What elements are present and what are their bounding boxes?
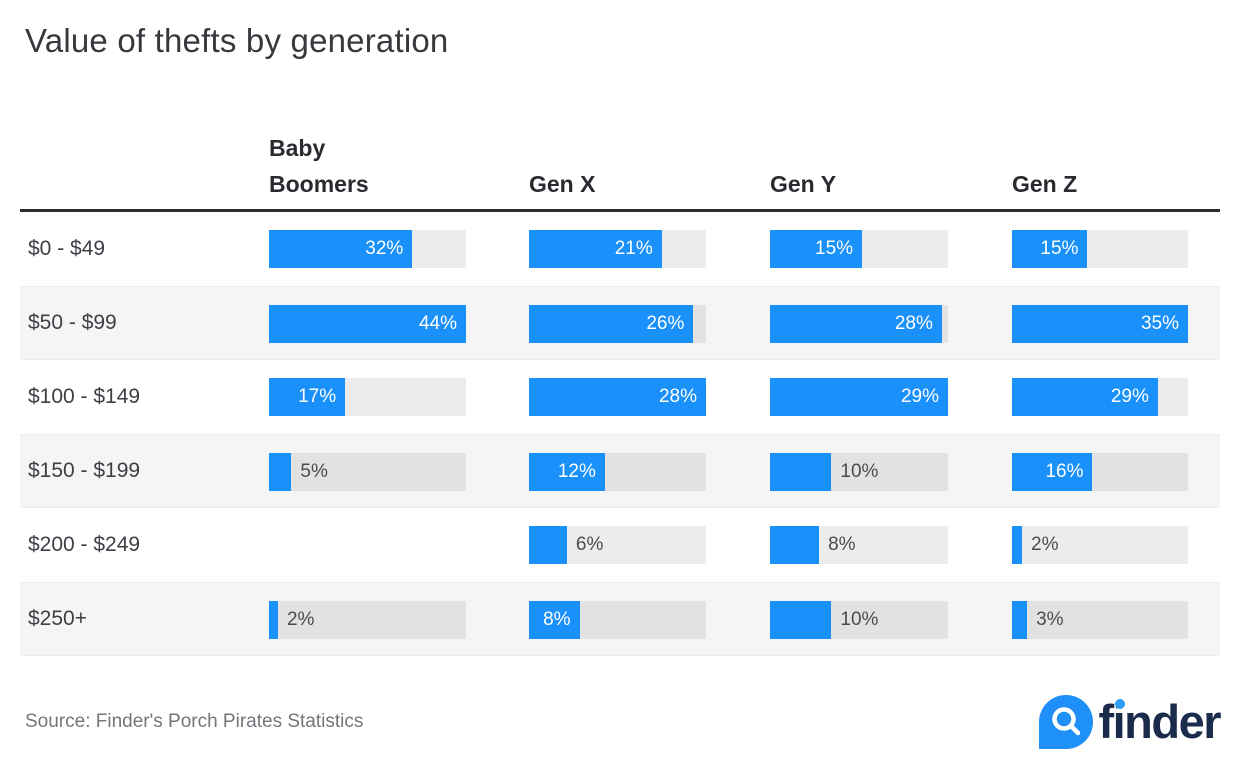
table-row--100-149: $100 - $149 17% 28% 29% 29% — [20, 360, 1220, 434]
column-header-baby-boomers: Baby Boomers — [269, 135, 369, 197]
bar-track: 32% — [269, 230, 466, 268]
bar-track: 8% — [770, 526, 948, 564]
table-row--0-49: $0 - $49 32% 21% 15% 15% — [20, 212, 1220, 286]
bar-fill — [269, 453, 292, 491]
column-header-gen-y: Gen Y — [770, 171, 837, 197]
bar-fill — [1012, 453, 1093, 491]
bar-fill — [1012, 601, 1028, 639]
header-divider — [20, 209, 1220, 212]
bar-track: 16% — [1012, 453, 1188, 491]
bar-track: 10% — [770, 601, 948, 639]
row-label: $50 - $99 — [28, 311, 117, 334]
bar-value-label: 21% — [614, 238, 653, 259]
bar-track: 5% — [269, 453, 466, 491]
bar-value-label: 17% — [298, 386, 337, 407]
bar-track: 12% — [529, 453, 706, 491]
bar-fill — [770, 601, 832, 639]
table-row--150-199: $150 - $199 5% 12% 10% 16% — [20, 434, 1220, 508]
bar-value-label: 44% — [418, 313, 457, 334]
bar-track: 3% — [1012, 601, 1188, 639]
bar-fill — [770, 378, 948, 416]
bar-track: 8% — [529, 601, 706, 639]
bar-fill — [770, 230, 863, 268]
bar-fill — [1012, 526, 1023, 564]
bar-fill — [529, 378, 706, 416]
bar-value-label: 2% — [1031, 534, 1059, 555]
bar-track: 21% — [529, 230, 706, 268]
source-note: Source: Finder's Porch Pirates Statistic… — [25, 711, 364, 732]
bar-value-label: 16% — [1045, 461, 1084, 482]
row-label: $0 - $49 — [28, 237, 106, 260]
column-headers: Baby Boomers Gen X Gen Y Gen Z — [20, 112, 1220, 204]
bar-value-label: 15% — [1040, 238, 1079, 259]
bar-track: 10% — [770, 453, 948, 491]
bar-value-label: 8% — [543, 609, 571, 630]
bar-fill — [269, 305, 466, 343]
bar-value-label: 10% — [840, 461, 879, 482]
bar-track: 15% — [770, 230, 948, 268]
bar-track: 35% — [1012, 305, 1188, 343]
table-row--200-249: $200 - $249 6% 8% 2% — [20, 508, 1220, 582]
table-row--250-: $250+ 2% 8% 10% 3% — [20, 582, 1220, 656]
column-header-gen-x: Gen X — [529, 171, 596, 197]
bar-value-label: 28% — [658, 386, 697, 407]
chart-title: Value of thefts by generation — [25, 22, 449, 59]
bar-value-label: 12% — [557, 461, 596, 482]
bar-value-label: 2% — [286, 609, 315, 630]
bar-fill — [269, 230, 413, 268]
bar-value-label: 29% — [900, 386, 939, 407]
bar-fill — [770, 305, 942, 343]
bar-fill — [269, 378, 346, 416]
bar-fill — [529, 526, 567, 564]
row-label: $200 - $249 — [28, 533, 141, 556]
bar-track: 2% — [269, 601, 466, 639]
bar-value-label: 5% — [300, 461, 328, 482]
bar-fill — [269, 601, 278, 639]
bar-fill — [529, 601, 580, 639]
bar-fill — [1012, 230, 1088, 268]
magnifier-droplet-icon — [1039, 695, 1094, 749]
bar-track: 26% — [529, 305, 706, 343]
row-label: $150 - $199 — [28, 459, 141, 482]
bar-track: 29% — [770, 378, 948, 416]
chart-table: $0 - $49 32% 21% 15% 15% $50 - $99 44% 26% 28% 35… — [20, 212, 1220, 656]
bar-fill — [529, 230, 662, 268]
bar-fill — [529, 453, 605, 491]
finder-wordmark: finder — [1098, 695, 1221, 749]
bar-track: 17% — [269, 378, 466, 416]
bar-fill — [770, 526, 820, 564]
bar-value-label: 29% — [1110, 386, 1149, 407]
bar-fill — [1012, 378, 1158, 416]
row-label: $250+ — [28, 607, 87, 630]
bar-value-label: 10% — [840, 609, 879, 630]
bar-value-label: 26% — [646, 313, 685, 334]
bar-value-label: 6% — [575, 534, 604, 555]
bar-fill — [529, 305, 694, 343]
bar-value-label: 3% — [1036, 609, 1064, 630]
bar-fill — [1012, 305, 1188, 343]
bar-value-label: 28% — [894, 313, 933, 334]
logo-i-dot — [1115, 699, 1126, 709]
bar-track: 29% — [1012, 378, 1188, 416]
column-header-gen-z: Gen Z — [1012, 171, 1078, 197]
finder-logo: finder — [1039, 692, 1221, 752]
bar-value-label: 8% — [828, 534, 856, 555]
bar-value-label: 35% — [1140, 313, 1179, 334]
bar-fill — [770, 453, 832, 491]
bar-value-label: 32% — [365, 238, 404, 259]
bar-track: 15% — [1012, 230, 1188, 268]
bar-track: 6% — [529, 526, 706, 564]
bar-track: 44% — [269, 305, 466, 343]
bar-track: 2% — [1012, 526, 1188, 564]
bar-track: 28% — [770, 305, 948, 343]
row-label: $100 - $149 — [28, 385, 141, 408]
bar-track: 28% — [529, 378, 706, 416]
table-row--50-99: $50 - $99 44% 26% 28% 35% — [20, 286, 1220, 360]
bar-value-label: 15% — [815, 238, 854, 259]
